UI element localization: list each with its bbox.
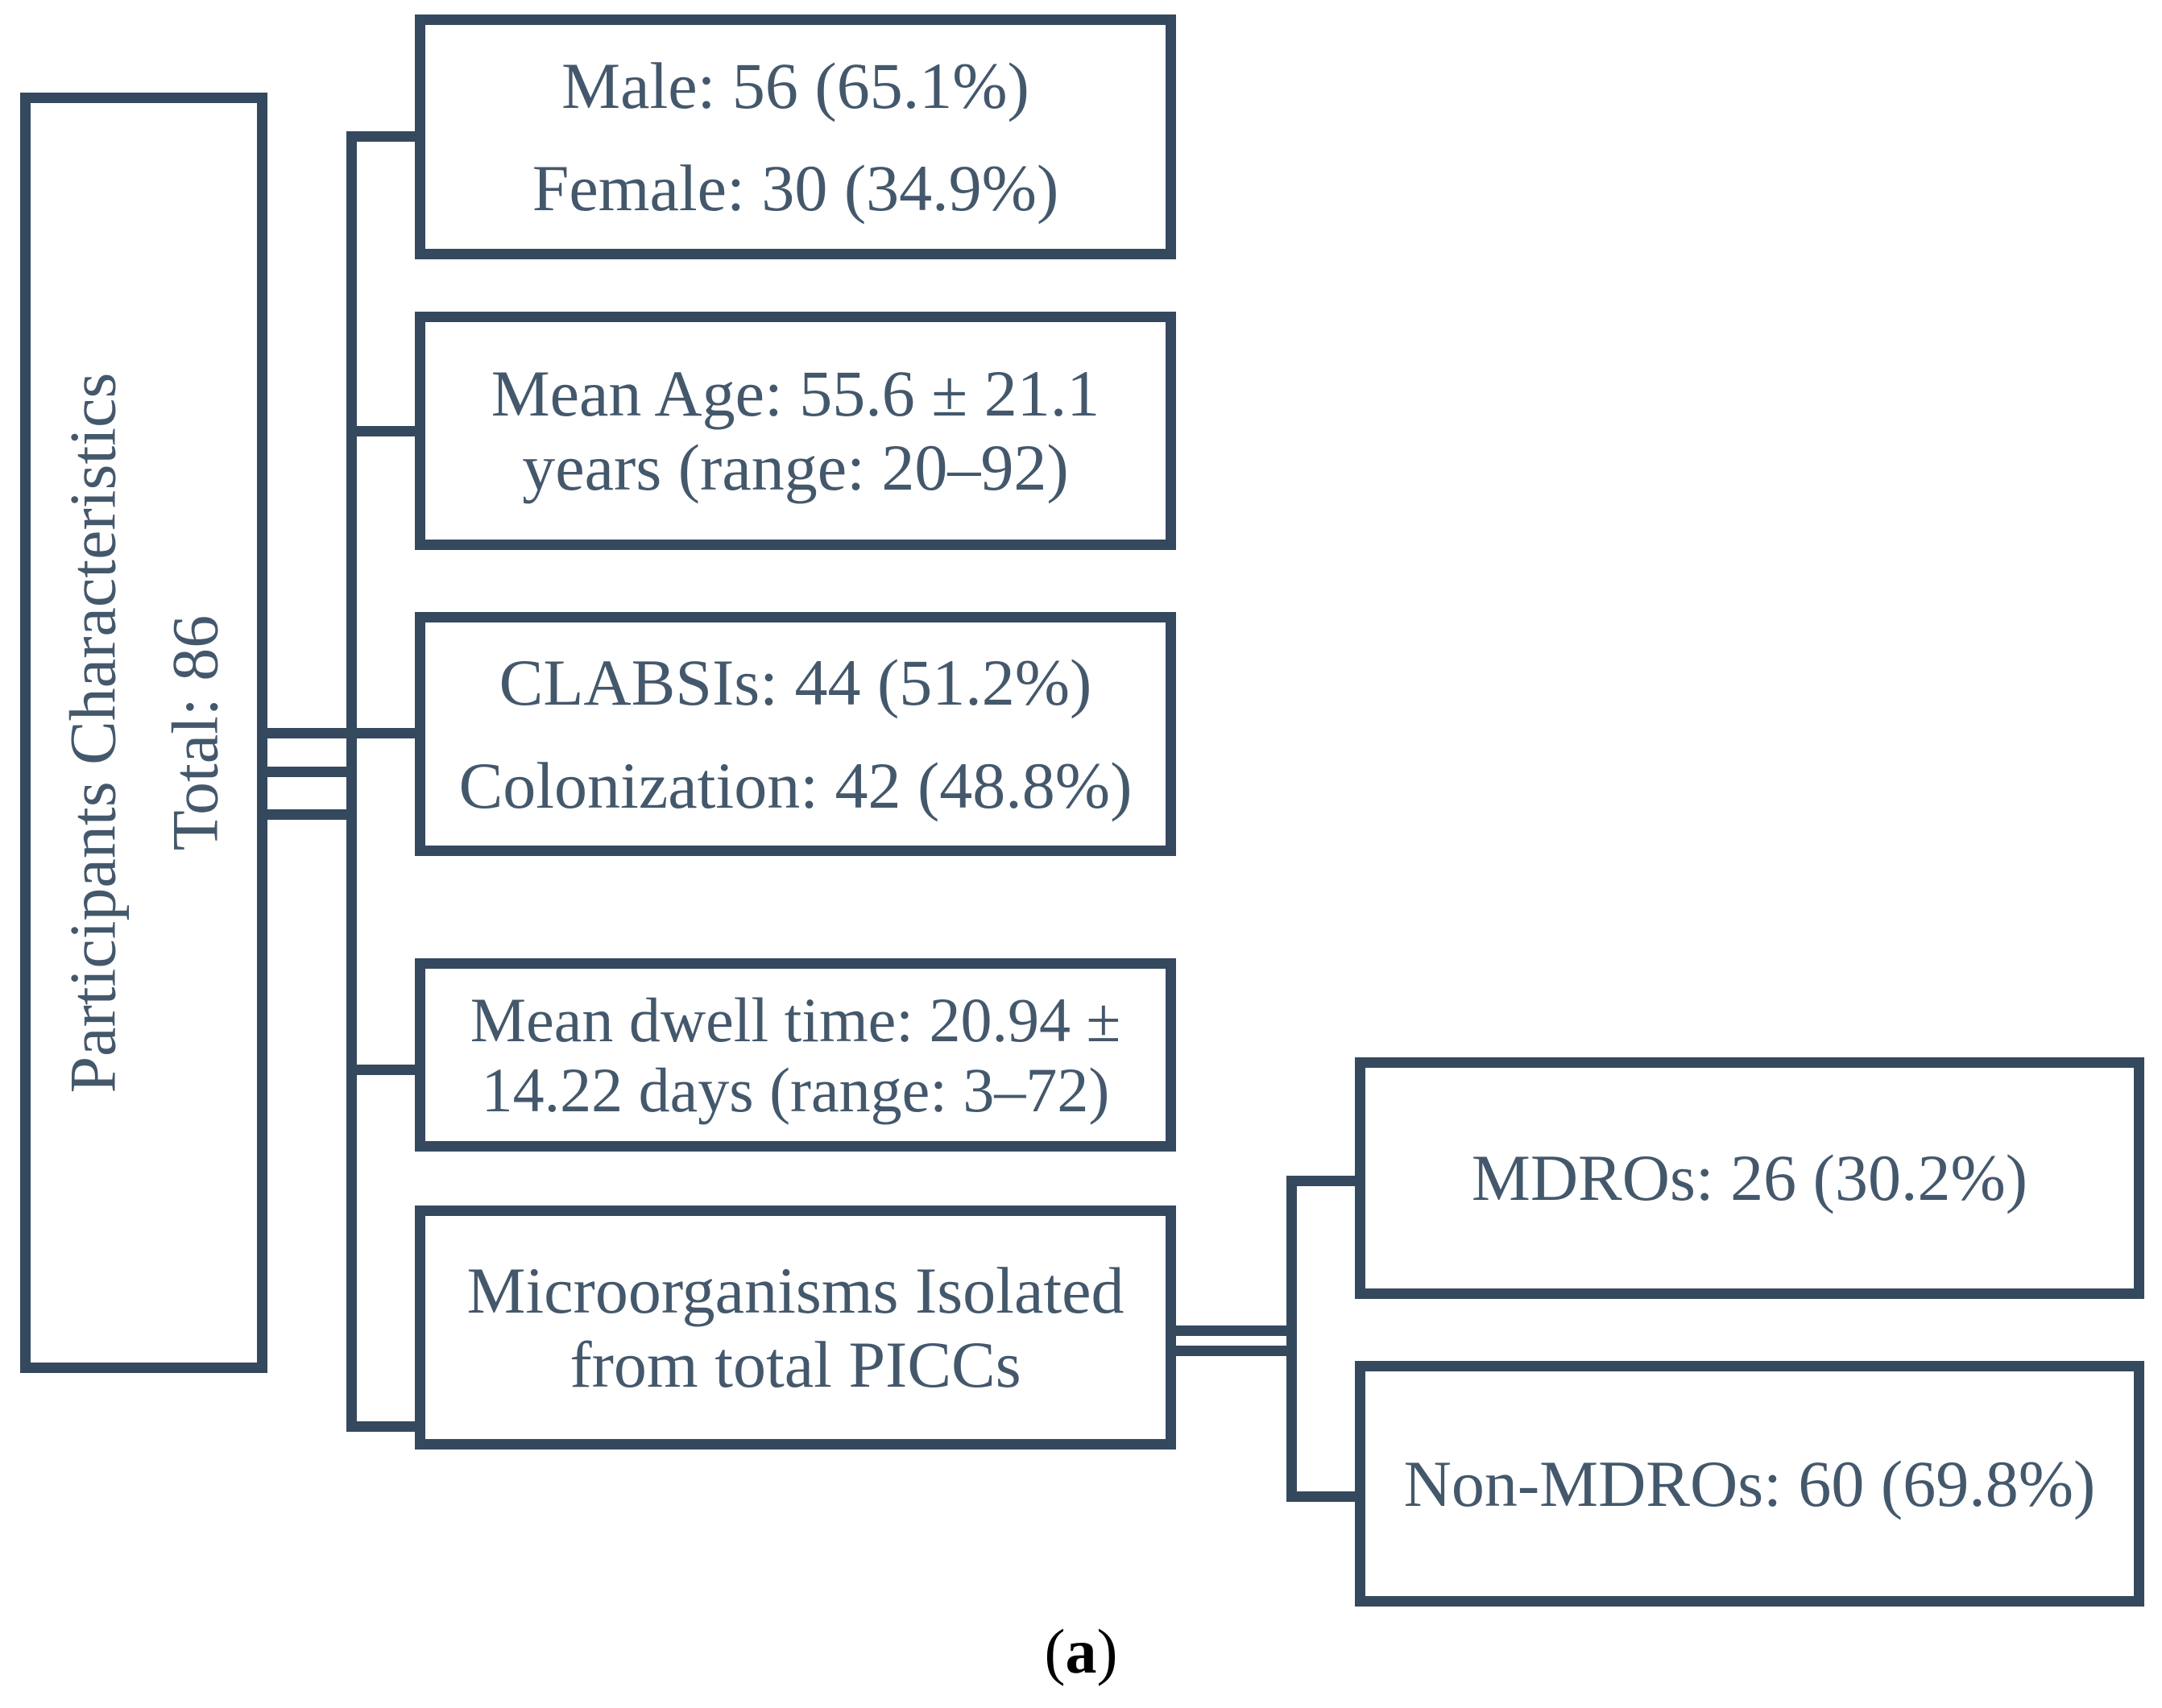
- node-mdro-label: MDROs: 26 (30.2%): [1471, 1141, 2028, 1215]
- node-gender-male: Male: 56 (65.1%): [561, 48, 1029, 122]
- root-box-total: Total: 86: [158, 614, 232, 851]
- node-mean-age: Mean Age: 55.6 ± 21.1 years (range: 20–9…: [415, 312, 1176, 550]
- connector-branch-micro: [346, 1421, 415, 1432]
- node-mdro: MDROs: 26 (30.2%): [1355, 1057, 2144, 1299]
- connector-elbow-mdro: [1297, 1176, 1355, 1186]
- node-mean-age-line2: years (range: 20–92): [522, 431, 1069, 504]
- node-mean-age-line1: Mean Age: 55.6 ± 21.1: [491, 357, 1100, 431]
- connector-right-trunk: [1286, 1176, 1297, 1502]
- node-dwell-time-line2: 14.22 days (range: 3–72): [481, 1055, 1110, 1125]
- node-microorganisms: Microorganisms Isolated from total PICCs: [415, 1206, 1176, 1450]
- caption-letter: a: [1065, 1616, 1097, 1686]
- connector-branch-dwell: [357, 1065, 415, 1075]
- root-box-text: Participants Characteristics Total: 86: [41, 373, 246, 1094]
- node-infection-clabsi: CLABSIs: 44 (51.2%): [499, 646, 1092, 720]
- caption-close-paren: ): [1096, 1616, 1118, 1686]
- node-dwell-time-line1: Mean dwell time: 20.94 ±: [470, 984, 1121, 1055]
- connector-root-link-upper: [267, 767, 357, 777]
- connector-branch-gender: [346, 131, 415, 142]
- root-box-participants: Participants Characteristics Total: 86: [20, 93, 267, 1373]
- node-dwell-time: Mean dwell time: 20.94 ± 14.22 days (ran…: [415, 958, 1176, 1152]
- figure-caption: (a): [0, 1620, 2162, 1683]
- connector-branch-age: [357, 426, 415, 436]
- node-infection: CLABSIs: 44 (51.2%) Colonization: 42 (48…: [415, 612, 1176, 856]
- connector-branch-infection: [267, 728, 415, 738]
- node-microorganisms-line2: from total PICCs: [569, 1327, 1021, 1401]
- node-gender: Male: 56 (65.1%) Female: 30 (34.9%): [415, 14, 1176, 259]
- connector-micro-link-upper: [1176, 1325, 1286, 1336]
- node-non-mdro: Non-MDROs: 60 (69.8%): [1355, 1361, 2144, 1607]
- connector-main-trunk: [346, 131, 357, 1432]
- caption-open-paren: (: [1044, 1616, 1066, 1686]
- connector-micro-link-lower: [1176, 1346, 1286, 1356]
- node-infection-colonization: Colonization: 42 (48.8%): [458, 748, 1133, 822]
- connector-elbow-non-mdro: [1297, 1491, 1355, 1502]
- connector-root-link-lower: [267, 809, 357, 820]
- node-microorganisms-line1: Microorganisms Isolated: [466, 1253, 1124, 1327]
- node-non-mdro-label: Non-MDROs: 60 (69.8%): [1403, 1446, 2096, 1520]
- root-box-title: Participants Characteristics: [56, 372, 130, 1094]
- node-gender-female: Female: 30 (34.9%): [532, 151, 1059, 225]
